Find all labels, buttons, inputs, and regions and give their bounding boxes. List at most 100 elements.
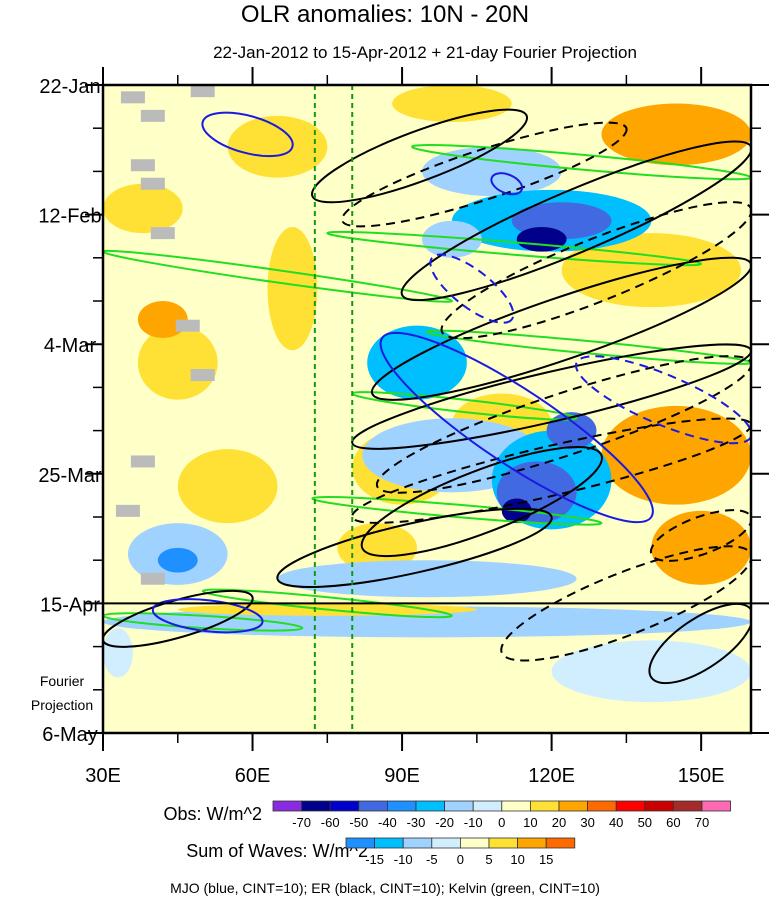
colorbar-tick-label: 15 <box>539 852 553 867</box>
y-tick-label: 12-Feb <box>38 206 101 228</box>
colorbar-swatch <box>488 837 519 849</box>
kelvin-contour <box>201 588 453 619</box>
shading-layer <box>103 85 751 733</box>
missing-data-cell <box>130 455 155 468</box>
colorbar-tick-label: 30 <box>580 815 594 830</box>
olr-anomaly-patch <box>546 412 597 450</box>
colorbar-swatch <box>517 837 547 849</box>
colorbar-swatch <box>329 800 360 812</box>
contour-legend-footer: MJO (blue, CINT=10); ER (black, CINT=10)… <box>170 880 600 896</box>
olr-anomaly-patch <box>601 405 751 505</box>
y-tick-label: 4-Mar <box>44 335 97 357</box>
er-contour-negative <box>341 121 628 228</box>
x-tick-label: 30E <box>85 765 121 787</box>
colorbar-tick-label: -15 <box>365 852 384 867</box>
mjo-contour-positive <box>379 331 654 524</box>
colorbar-tick-label: 20 <box>552 815 566 830</box>
olr-anomaly-patch <box>157 547 198 573</box>
olr-anomaly-patch <box>392 85 512 123</box>
colorbar-tick-label: -30 <box>407 815 426 830</box>
obs-colorbar: -70 -60 -50 -40 -30 -20 -10 0 10 20 30 40 50 60 70 <box>272 800 732 830</box>
olr-anomaly-patch <box>422 146 562 197</box>
colorbar-tick-label: -40 <box>378 815 397 830</box>
olr-anomaly-patch <box>601 103 751 166</box>
olr-anomaly-patch <box>516 226 567 252</box>
axes: 22-Jan 12-Feb 4-Mar 25-Mar 15-Apr 6-May 30E 60E… <box>38 67 769 787</box>
colorbar-tick-label: 5 <box>485 852 492 867</box>
x-tick-label: 60E <box>235 765 271 787</box>
olr-anomaly-patch <box>267 646 388 672</box>
colorbar-tick-label: 10 <box>523 815 537 830</box>
olr-anomaly-patch <box>267 226 318 351</box>
y-tick-label: 6-May <box>42 724 98 746</box>
missing-data-cell <box>175 319 200 332</box>
y-tick-label: 25-Mar <box>38 465 102 487</box>
colorbar-swatch <box>345 837 376 849</box>
colorbar-swatch <box>301 800 331 812</box>
colorbar-tick-label: 10 <box>510 852 524 867</box>
olr-anomaly-patch <box>337 523 418 573</box>
missing-data-cell <box>150 227 175 240</box>
colorbar-swatch <box>558 800 589 812</box>
waves-colorbar: -15 -10 -5 0 5 10 15 <box>345 837 576 867</box>
mjo-contour-positive <box>201 111 294 158</box>
colorbar-swatch <box>459 837 490 849</box>
kelvin-contour <box>311 496 603 526</box>
colorbar-swatch <box>444 800 474 812</box>
missing-data-cell <box>190 369 215 382</box>
olr-anomaly-patch <box>103 628 133 678</box>
kelvin-contour <box>411 144 751 181</box>
missing-data-cell <box>115 504 140 517</box>
chart-title: OLR anomalies: 10N - 20N <box>241 1 529 28</box>
er-contour-negative <box>440 201 751 340</box>
colorbar-swatch <box>358 800 388 812</box>
colorbar-tick-label: -10 <box>394 852 413 867</box>
colorbar-swatch <box>644 800 674 812</box>
missing-data-cell <box>140 177 165 190</box>
missing-data-cell <box>140 109 165 122</box>
er-contour-positive <box>276 507 553 588</box>
colorbar-swatch <box>415 800 446 812</box>
waves-colorbar-label: Sum of Waves: W/m^2 <box>186 841 368 861</box>
olr-anomaly-patch <box>277 560 577 598</box>
colorbar-swatch <box>374 837 404 849</box>
colorbar-swatch <box>673 800 703 812</box>
colorbar-tick-label: 60 <box>666 815 680 830</box>
plot-frame <box>101 83 753 735</box>
olr-anomaly-patch <box>103 183 183 234</box>
obs-colorbar-label: Obs: W/m^2 <box>164 804 262 824</box>
y-tick-label: 22-Jan <box>39 76 100 98</box>
er-contour-positive <box>400 140 751 302</box>
colorbar-swatch <box>472 800 503 812</box>
er-contour-positive <box>648 602 751 685</box>
olr-anomaly-patch <box>137 301 188 339</box>
colorbar-tick-label: -60 <box>321 815 340 830</box>
olr-anomaly-patch <box>227 115 328 178</box>
olr-anomaly-patch <box>651 510 751 585</box>
colorbar-swatch <box>587 800 617 812</box>
colorbar-swatch <box>402 837 433 849</box>
colorbar-swatch <box>615 800 646 812</box>
colorbar-tick-label: 50 <box>638 815 652 830</box>
mjo-contour-negative <box>429 253 515 324</box>
olr-anomaly-patch <box>137 325 218 400</box>
colorbar-swatch <box>545 837 576 849</box>
projection-label-1: Fourier <box>40 673 85 689</box>
missing-data-cell <box>130 159 155 172</box>
colorbar-swatch <box>272 800 303 812</box>
er-contour-positive <box>311 108 529 204</box>
projection-label-2: Projection <box>31 697 93 713</box>
colorbar-tick-label: 70 <box>695 815 709 830</box>
colorbar-tick-label: 0 <box>457 852 464 867</box>
mjo-contour-positive <box>151 598 264 634</box>
x-tick-label: 150E <box>678 765 725 787</box>
colorbar-tick-label: -50 <box>349 815 368 830</box>
er-contour-negative <box>500 545 751 662</box>
missing-data-cell <box>140 572 165 585</box>
colorbar-swatch <box>386 800 417 812</box>
colorbar-swatch <box>701 800 732 812</box>
y-tick-label: 15-Apr <box>40 594 100 616</box>
colorbar-swatch <box>530 800 560 812</box>
